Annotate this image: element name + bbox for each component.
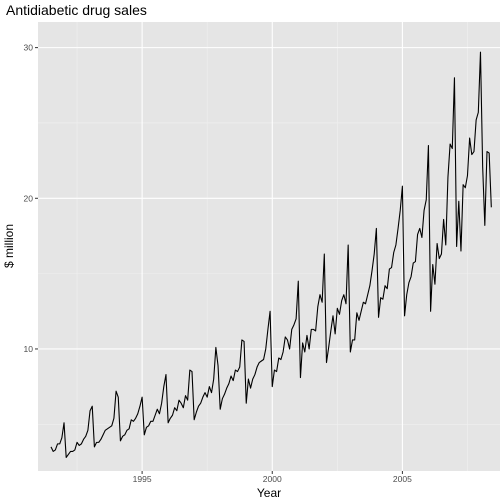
x-tick-label: 2000 [263,474,282,484]
y-tick-label: 10 [24,344,34,354]
series-line [50,51,492,458]
plot-panel [38,22,500,471]
y-axis-ticks: 10 20 30 [24,43,38,354]
grid-minor [38,22,500,471]
x-axis-title: Year [257,486,281,500]
x-axis-ticks: 1995 2000 2005 [133,471,412,484]
chart-title: Antidiabetic drug sales [6,2,147,18]
y-tick-label: 20 [24,193,34,203]
x-tick-label: 1995 [133,474,152,484]
x-tick-label: 2005 [393,474,412,484]
y-axis-title: $ million [2,224,16,268]
grid-major [38,22,500,471]
y-tick-label: 30 [24,43,34,53]
